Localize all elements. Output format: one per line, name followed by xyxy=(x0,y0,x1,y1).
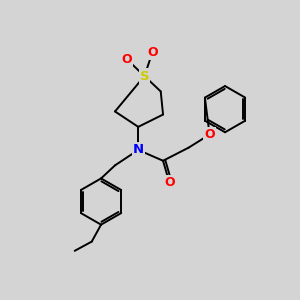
Text: O: O xyxy=(164,176,175,189)
Text: O: O xyxy=(121,52,132,66)
Text: N: N xyxy=(133,143,144,157)
Text: S: S xyxy=(140,70,149,83)
Text: O: O xyxy=(147,46,158,59)
Text: O: O xyxy=(204,128,215,141)
